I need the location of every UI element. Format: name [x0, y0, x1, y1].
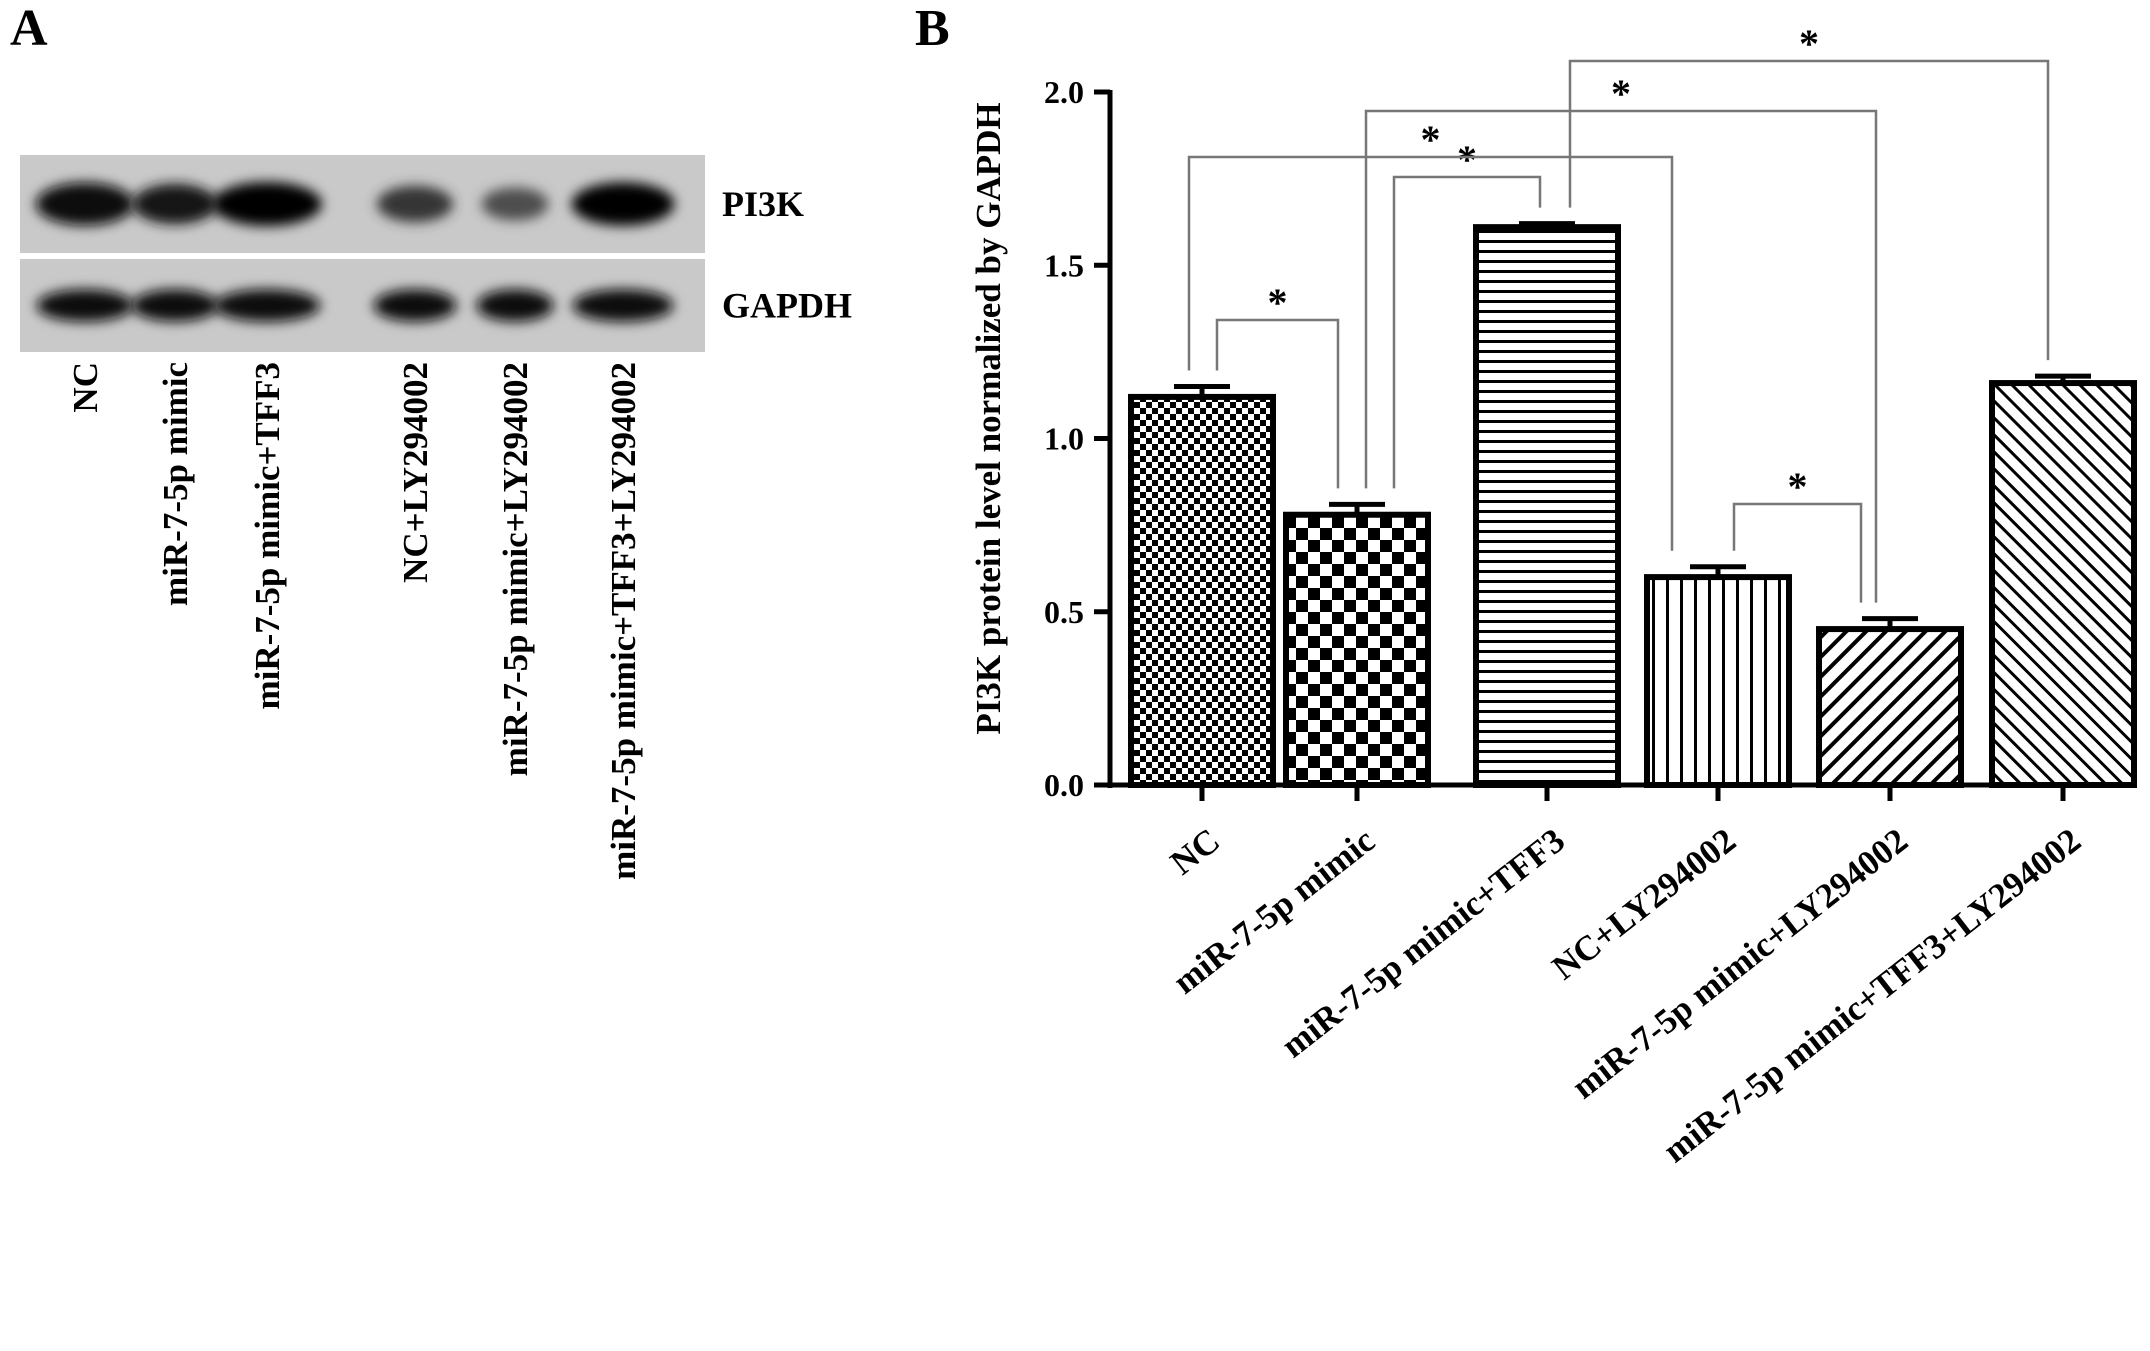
blot-band: [132, 183, 218, 225]
blot-row-label: GAPDH: [722, 286, 852, 326]
blot-band: [213, 289, 321, 322]
lane-label: miR-7-5p mimic+LY294002: [496, 362, 535, 776]
blot-band: [373, 289, 457, 322]
significance-bracket: [1215, 318, 1340, 489]
lane-label: miR-7-5p mimic+TFF3: [248, 362, 287, 710]
lane-label: miR-7-5p mimic+TFF3+LY294002: [604, 362, 643, 880]
significance-star: *: [1268, 280, 1288, 325]
blot-band: [481, 187, 549, 221]
y-tick-label: 0.0: [1044, 767, 1084, 803]
bar: [1644, 574, 1792, 788]
bars: [1128, 221, 2137, 789]
panel-b-letter: B: [915, 0, 950, 57]
blot-band: [572, 289, 674, 322]
panel-a-letter: A: [10, 0, 48, 57]
bar: [1283, 511, 1431, 788]
blot-row-labels: PI3K GAPDH: [722, 184, 852, 326]
significance-star: *: [1788, 464, 1808, 509]
bar: [1128, 393, 1276, 788]
bar: [1989, 380, 2137, 788]
blot-band: [36, 289, 134, 322]
significance-bracket: [1187, 155, 1674, 551]
x-category-label: NC: [1163, 821, 1227, 883]
y-tick-label: 2.0: [1044, 74, 1084, 110]
lane-label: NC+LY294002: [396, 362, 435, 583]
blot-band: [212, 182, 322, 226]
blot-band: [376, 185, 454, 223]
significance-bracket: [1364, 109, 1878, 603]
significance-star: *: [1421, 117, 1441, 162]
x-category-label: miR-7-5p mimic+LY294002: [1564, 821, 1915, 1107]
blot-band: [571, 182, 675, 226]
significance-brackets: * * * * * *: [1187, 21, 2050, 603]
blot-band: [131, 289, 219, 322]
blot-row-label: PI3K: [722, 184, 804, 224]
significance-bracket: [1392, 175, 1542, 489]
y-tick-label: 0.5: [1044, 594, 1084, 630]
lane-labels: NC miR-7-5p mimic miR-7-5p mimic+TFF3 NC+LY…: [66, 362, 643, 880]
significance-star: *: [1611, 71, 1631, 116]
bar: [1473, 224, 1621, 788]
lane-label: miR-7-5p mimic: [156, 362, 195, 606]
lane-label: NC: [66, 362, 105, 413]
y-axis: 0.0 0.5 1.0 1.5 2.0: [1044, 74, 1113, 803]
significance-bracket: [1732, 502, 1863, 603]
western-blot: [20, 155, 705, 352]
y-axis-title: PI3K protein level normalized by GAPDH: [969, 102, 1008, 734]
significance-star: *: [1457, 137, 1477, 182]
blot-band: [476, 289, 554, 322]
significance-star: *: [1799, 21, 1819, 66]
y-tick-label: 1.5: [1044, 247, 1084, 283]
bar: [1816, 626, 1964, 789]
significance-bracket: [1568, 59, 2050, 361]
blot-band: [35, 182, 135, 226]
y-tick-label: 1.0: [1044, 421, 1084, 457]
